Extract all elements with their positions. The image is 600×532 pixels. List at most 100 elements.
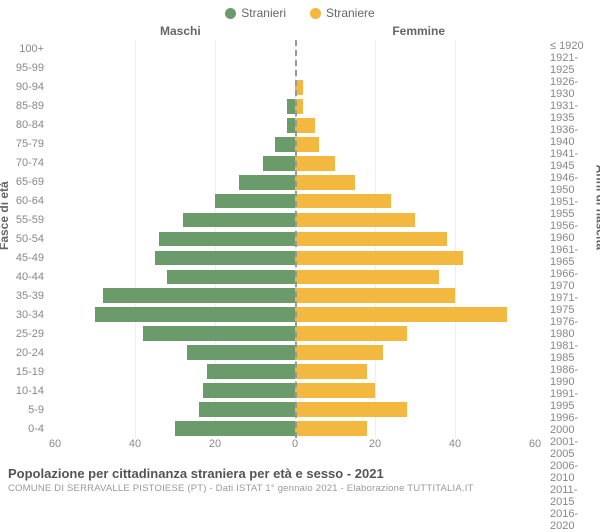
birth-label: 1991-1995 xyxy=(544,388,594,412)
header-male: Maschi xyxy=(160,24,201,38)
bar-female xyxy=(295,421,367,436)
bar-male xyxy=(159,232,295,247)
age-label: 30-34 xyxy=(0,305,50,324)
chart-title: Popolazione per cittadinanza straniera p… xyxy=(8,466,592,481)
birth-label: 1946-1950 xyxy=(544,172,594,196)
age-label: 20-24 xyxy=(0,343,50,362)
age-label: 5-9 xyxy=(0,400,50,419)
y-labels-birth: ≤ 19201921-19251926-19301931-19351936-19… xyxy=(544,40,594,438)
x-tick: 40 xyxy=(449,438,461,450)
legend-male: Stranieri xyxy=(225,6,286,20)
legend-female: Straniere xyxy=(310,6,375,20)
birth-label: 1936-1940 xyxy=(544,124,594,148)
bar-male xyxy=(203,383,295,398)
birth-label: 1956-1960 xyxy=(544,220,594,244)
age-label: 95-99 xyxy=(0,59,50,78)
age-label: 50-54 xyxy=(0,230,50,249)
bar-female xyxy=(295,156,335,171)
bar-male xyxy=(103,288,295,303)
bar-female xyxy=(295,364,367,379)
birth-label: 1941-1945 xyxy=(544,148,594,172)
y-labels-age: 100+95-9990-9485-8980-8475-7970-7465-696… xyxy=(0,40,50,438)
bar-male xyxy=(287,118,295,133)
bar-female xyxy=(295,118,315,133)
bar-female xyxy=(295,270,439,285)
bar-male xyxy=(199,402,295,417)
age-label: 80-84 xyxy=(0,116,50,135)
bar-male xyxy=(239,175,295,190)
age-label: 100+ xyxy=(0,40,50,59)
birth-label: 1981-1985 xyxy=(544,340,594,364)
age-label: 60-64 xyxy=(0,192,50,211)
x-tick: 0 xyxy=(292,438,298,450)
bar-male xyxy=(183,213,295,228)
birth-label: 1951-1955 xyxy=(544,196,594,220)
legend-female-swatch xyxy=(310,8,321,19)
bar-male xyxy=(275,137,295,152)
age-label: 35-39 xyxy=(0,286,50,305)
bar-male xyxy=(187,345,295,360)
bar-male xyxy=(167,270,295,285)
age-label: 25-29 xyxy=(0,324,50,343)
age-label: 40-44 xyxy=(0,267,50,286)
plot-area xyxy=(55,40,535,438)
bar-female xyxy=(295,402,407,417)
birth-label: 2016-2020 xyxy=(544,508,594,532)
bar-male xyxy=(143,326,295,341)
age-label: 0-4 xyxy=(0,419,50,438)
bar-male xyxy=(155,251,295,266)
age-label: 75-79 xyxy=(0,135,50,154)
age-label: 15-19 xyxy=(0,362,50,381)
birth-label: 1966-1970 xyxy=(544,268,594,292)
bar-male xyxy=(175,421,295,436)
age-label: 85-89 xyxy=(0,97,50,116)
birth-label: 1931-1935 xyxy=(544,100,594,124)
bar-female xyxy=(295,383,375,398)
bar-female xyxy=(295,251,463,266)
birth-label: 1921-1925 xyxy=(544,52,594,76)
population-pyramid-chart: Stranieri Straniere Maschi Femmine Fasce… xyxy=(0,0,600,500)
birth-label: 1996-2000 xyxy=(544,412,594,436)
bar-male xyxy=(287,99,295,114)
legend-male-label: Stranieri xyxy=(241,6,286,20)
birth-label: 1961-1965 xyxy=(544,244,594,268)
birth-label: 1986-1990 xyxy=(544,364,594,388)
x-tick: 60 xyxy=(49,438,61,450)
header-female: Femmine xyxy=(392,24,445,38)
bar-female xyxy=(295,307,507,322)
x-tick: 60 xyxy=(529,438,541,450)
legend-male-swatch xyxy=(225,8,236,19)
bar-male xyxy=(95,307,295,322)
birth-label: 1926-1930 xyxy=(544,76,594,100)
birth-label: 1971-1975 xyxy=(544,292,594,316)
age-label: 70-74 xyxy=(0,154,50,173)
age-label: 10-14 xyxy=(0,381,50,400)
age-label: 45-49 xyxy=(0,248,50,267)
age-label: 55-59 xyxy=(0,211,50,230)
x-tick: 40 xyxy=(129,438,141,450)
bar-male xyxy=(215,194,295,209)
age-label: 90-94 xyxy=(0,78,50,97)
bar-female xyxy=(295,232,447,247)
legend-female-label: Straniere xyxy=(326,6,375,20)
bar-female xyxy=(295,194,391,209)
birth-label: ≤ 1920 xyxy=(544,40,594,52)
x-tick: 20 xyxy=(209,438,221,450)
bar-female xyxy=(295,288,455,303)
age-label: 65-69 xyxy=(0,173,50,192)
bar-male xyxy=(207,364,295,379)
bar-female xyxy=(295,175,355,190)
x-tick: 20 xyxy=(369,438,381,450)
birth-label: 1976-1980 xyxy=(544,316,594,340)
bar-female xyxy=(295,137,319,152)
bar-female xyxy=(295,326,407,341)
bar-female xyxy=(295,345,383,360)
center-axis-line xyxy=(295,40,297,438)
x-axis-ticks: 6040200204060 xyxy=(55,438,535,452)
bar-female xyxy=(295,213,415,228)
birth-label: 2001-2005 xyxy=(544,436,594,460)
bar-male xyxy=(263,156,295,171)
legend: Stranieri Straniere xyxy=(0,0,600,22)
chart-subtitle: COMUNE DI SERRAVALLE PISTOIESE (PT) - Da… xyxy=(8,483,592,494)
chart-footer: Popolazione per cittadinanza straniera p… xyxy=(8,466,592,494)
